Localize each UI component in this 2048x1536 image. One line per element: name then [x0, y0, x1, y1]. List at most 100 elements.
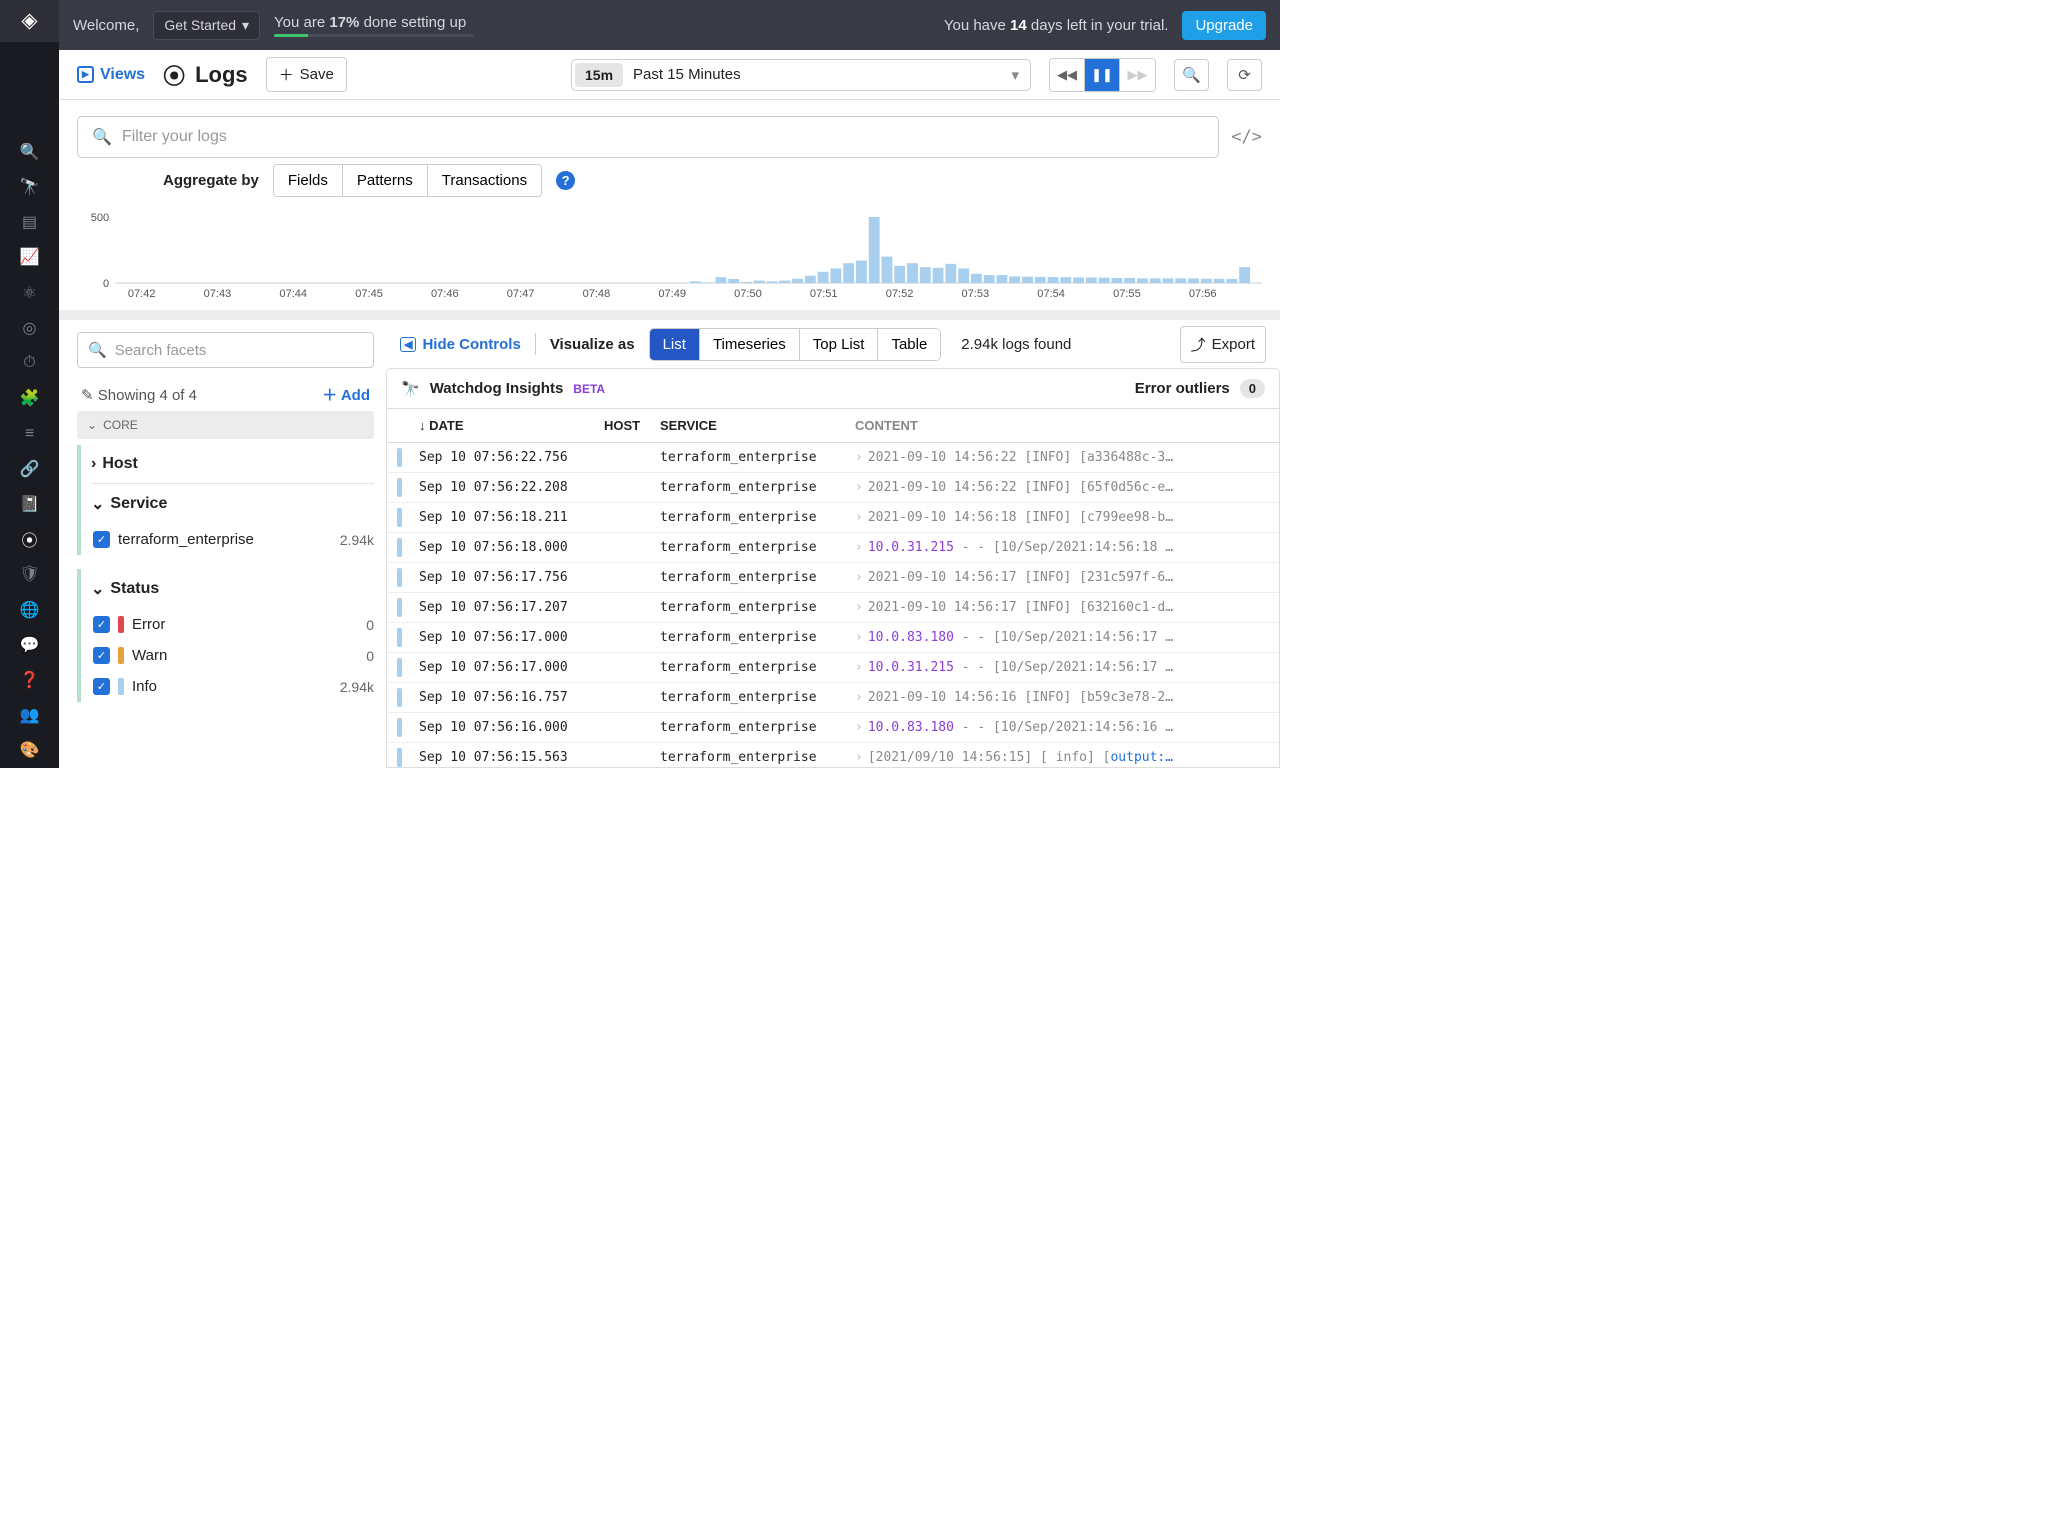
status-bar-icon [397, 538, 402, 557]
get-started-label: Get Started [164, 17, 236, 33]
logs-histogram[interactable]: 050007:4207:4307:4407:4507:4607:4707:480… [59, 211, 1280, 310]
nav-binoculars-icon[interactable]: 🔭 [0, 169, 59, 204]
svg-text:07:45: 07:45 [355, 288, 383, 300]
nav-filter-icon[interactable]: ≡ [0, 416, 59, 451]
log-row[interactable]: Sep 10 07:56:17.000terraform_enterprise›… [387, 653, 1279, 683]
status-bar-icon [397, 448, 402, 467]
upgrade-button[interactable]: Upgrade [1182, 11, 1266, 40]
nav-link-icon[interactable]: 🔗 [0, 451, 59, 486]
viz-tab-timeseries[interactable]: Timeseries [700, 329, 800, 360]
nav-chat-icon[interactable]: 💬 [0, 627, 59, 662]
save-button[interactable]: ＋ Save [266, 57, 347, 92]
viz-tab-list[interactable]: List [650, 329, 700, 360]
zoom-out-button[interactable]: 🔍 [1174, 59, 1209, 91]
checkbox-icon: ✓ [93, 678, 110, 695]
logs-found-count: 2.94k logs found [961, 336, 1071, 353]
topbar: Welcome, Get Started ▾ You are 17% done … [59, 0, 1280, 50]
nav-logs-icon[interactable]: ⦿ [0, 522, 59, 557]
facet-core-header[interactable]: ⌄ CORE [77, 411, 374, 439]
svg-text:07:47: 07:47 [507, 288, 535, 300]
refresh-button[interactable]: ⟳ [1227, 59, 1262, 91]
facet-host-header[interactable]: › Host [91, 445, 374, 484]
log-row[interactable]: Sep 10 07:56:18.000terraform_enterprise›… [387, 533, 1279, 563]
aggregate-tab-patterns[interactable]: Patterns [343, 165, 428, 196]
caret-down-icon: ⌄ [87, 418, 97, 432]
watchdog-insights[interactable]: 🔭 Watchdog Insights BETA Error outliers … [386, 368, 1280, 409]
setup-progress: You are 17% done setting up [274, 14, 474, 37]
svg-text:0: 0 [103, 278, 109, 290]
hide-controls-button[interactable]: ◀ Hide Controls [400, 336, 521, 353]
col-date-header[interactable]: DATE [409, 418, 604, 433]
svg-text:500: 500 [91, 212, 109, 224]
log-row[interactable]: Sep 10 07:56:16.757terraform_enterprise›… [387, 683, 1279, 713]
svg-text:07:42: 07:42 [128, 288, 156, 300]
code-icon[interactable]: </> [1231, 127, 1262, 147]
facet-status-item[interactable]: ✓Info2.94k [91, 671, 374, 702]
caret-down-icon: ⌄ [91, 579, 104, 599]
views-icon: ▶ [77, 66, 94, 83]
log-row[interactable]: Sep 10 07:56:16.000terraform_enterprise›… [387, 713, 1279, 743]
status-color-pill [118, 678, 124, 695]
logs-icon: ⦿ [163, 59, 185, 91]
nav-avatar-icon[interactable]: 🎨 [0, 733, 59, 768]
status-bar-icon [397, 718, 402, 737]
nav-search-icon[interactable]: 🔍 [0, 134, 59, 169]
timerange-select[interactable]: 15m Past 15 Minutes ▾ [571, 59, 1031, 91]
pause-button[interactable]: ❚❚ [1085, 59, 1120, 91]
facet-search-input[interactable]: 🔍 Search facets [77, 332, 374, 368]
col-service-header[interactable]: SERVICE [660, 418, 855, 433]
nav-notebook-icon[interactable]: 📓 [0, 486, 59, 521]
help-icon[interactable]: ? [556, 171, 575, 190]
export-icon: ⤴ [1191, 334, 1206, 355]
nav-help-icon[interactable]: ❓ [0, 662, 59, 697]
log-row[interactable]: Sep 10 07:56:18.211terraform_enterprise›… [387, 503, 1279, 533]
svg-text:07:51: 07:51 [810, 288, 838, 300]
facet-status-item[interactable]: ✓Error0 [91, 609, 374, 640]
logo-icon[interactable]: ◈ [0, 0, 59, 42]
log-row[interactable]: Sep 10 07:56:22.756terraform_enterprise›… [387, 443, 1279, 473]
nav-security-icon[interactable]: 🛡 [0, 557, 59, 592]
aggregate-tab-transactions[interactable]: Transactions [428, 165, 541, 196]
log-filter-input[interactable]: 🔍 Filter your logs [77, 116, 1219, 158]
col-host-header[interactable]: HOST [604, 418, 660, 433]
log-row[interactable]: Sep 10 07:56:22.208terraform_enterprise›… [387, 473, 1279, 503]
log-row[interactable]: Sep 10 07:56:17.000terraform_enterprise›… [387, 623, 1279, 653]
nav-infra-icon[interactable]: ⚛ [0, 275, 59, 310]
export-button[interactable]: ⤴ Export [1180, 326, 1266, 363]
forward-button[interactable]: ▶▶ [1120, 59, 1155, 91]
log-row[interactable]: Sep 10 07:56:17.756terraform_enterprise›… [387, 563, 1279, 593]
trial-text: You have 14 days left in your trial. [944, 17, 1169, 34]
views-button[interactable]: ▶ Views [77, 66, 145, 84]
filter-placeholder: Filter your logs [122, 128, 227, 146]
logs-toolbar: ◀ Hide Controls Visualize as ListTimeser… [386, 320, 1280, 368]
nav-team-icon[interactable]: 👥 [0, 698, 59, 733]
add-facet-button[interactable]: ＋ Add [322, 384, 370, 405]
viz-tab-top-list[interactable]: Top List [800, 329, 879, 360]
status-bar-icon [397, 688, 402, 707]
caret-down-icon: ⌄ [91, 494, 104, 514]
aggregate-tab-fields[interactable]: Fields [274, 165, 343, 196]
nav-integrations-icon[interactable]: 🧩 [0, 381, 59, 416]
status-bar-icon [397, 658, 402, 677]
status-bar-icon [397, 628, 402, 647]
viz-tab-table[interactable]: Table [878, 329, 940, 360]
nav-apm-icon[interactable]: ◎ [0, 310, 59, 345]
nav-metrics-icon[interactable]: 📈 [0, 240, 59, 275]
svg-text:07:46: 07:46 [431, 288, 459, 300]
facet-service-item[interactable]: ✓terraform_enterprise2.94k [91, 524, 374, 555]
col-content-header[interactable]: CONTENT [855, 418, 1269, 433]
facet-service-header[interactable]: ⌄ Service [91, 484, 374, 524]
time-badge: 15m [575, 63, 623, 87]
facet-status-header[interactable]: ⌄ Status [91, 569, 374, 609]
log-row[interactable]: Sep 10 07:56:17.207terraform_enterprise›… [387, 593, 1279, 623]
visualize-tabs: ListTimeseriesTop ListTable [649, 328, 942, 361]
nav-gauge-icon[interactable]: ⏱ [0, 345, 59, 380]
sidenav: ◈ 🔍 🔭 ▤ 📈 ⚛ ◎ ⏱ 🧩 ≡ 🔗 📓 ⦿ 🛡 🌐 💬 ❓ 👥 🎨 [0, 0, 59, 768]
facet-status-item[interactable]: ✓Warn0 [91, 640, 374, 671]
nav-network-icon[interactable]: 🌐 [0, 592, 59, 627]
checkbox-icon: ✓ [93, 616, 110, 633]
log-row[interactable]: Sep 10 07:56:15.563terraform_enterprise›… [387, 743, 1279, 768]
get-started-button[interactable]: Get Started ▾ [153, 11, 260, 40]
nav-dashboards-icon[interactable]: ▤ [0, 205, 59, 240]
rewind-button[interactable]: ◀◀ [1050, 59, 1085, 91]
